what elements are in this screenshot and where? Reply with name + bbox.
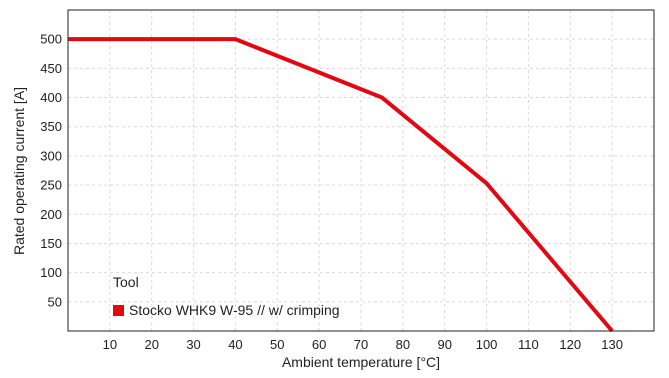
x-tick-label: 80 bbox=[396, 337, 410, 352]
y-tick-label: 350 bbox=[40, 119, 62, 134]
y-tick-label: 300 bbox=[40, 148, 62, 163]
grid bbox=[68, 10, 654, 331]
x-tick-label: 40 bbox=[228, 337, 242, 352]
x-tick-label: 70 bbox=[354, 337, 368, 352]
y-tick-label: 200 bbox=[40, 207, 62, 222]
y-tick-label: 450 bbox=[40, 61, 62, 76]
axis-ticks: 10 20 30 40 50 60 70 80 90 100 110 120 130 50 100 150 20… bbox=[40, 32, 623, 352]
x-tick-label: 20 bbox=[144, 337, 158, 352]
x-tick-label: 10 bbox=[103, 337, 117, 352]
x-tick-label: 120 bbox=[559, 337, 581, 352]
x-tick-label: 130 bbox=[601, 337, 623, 352]
legend-label: Stocko WHK9 W-95 // w/ crimping bbox=[129, 302, 340, 318]
legend: Tool Stocko WHK9 W-95 // w/ crimping bbox=[113, 274, 340, 318]
x-tick-label: 50 bbox=[270, 337, 284, 352]
x-tick-label: 110 bbox=[518, 337, 539, 352]
legend-title: Tool bbox=[113, 274, 139, 290]
y-tick-label: 100 bbox=[40, 265, 62, 280]
y-tick-label: 250 bbox=[40, 178, 62, 193]
legend-swatch bbox=[113, 305, 124, 316]
x-tick-label: 100 bbox=[476, 337, 498, 352]
plot-frame bbox=[67, 9, 655, 332]
y-tick-label: 400 bbox=[40, 90, 62, 105]
x-axis-title: Ambient temperature [°C] bbox=[282, 354, 440, 370]
y-tick-label: 150 bbox=[40, 236, 62, 251]
x-tick-label: 30 bbox=[186, 337, 200, 352]
series-line bbox=[68, 37, 614, 333]
y-tick-label: 50 bbox=[48, 294, 62, 309]
x-tick-label: 90 bbox=[437, 337, 451, 352]
y-axis-title: Rated operating current [A] bbox=[11, 87, 27, 255]
y-tick-label: 500 bbox=[40, 32, 62, 47]
series-layer bbox=[68, 37, 614, 333]
x-tick-label: 60 bbox=[312, 337, 326, 352]
